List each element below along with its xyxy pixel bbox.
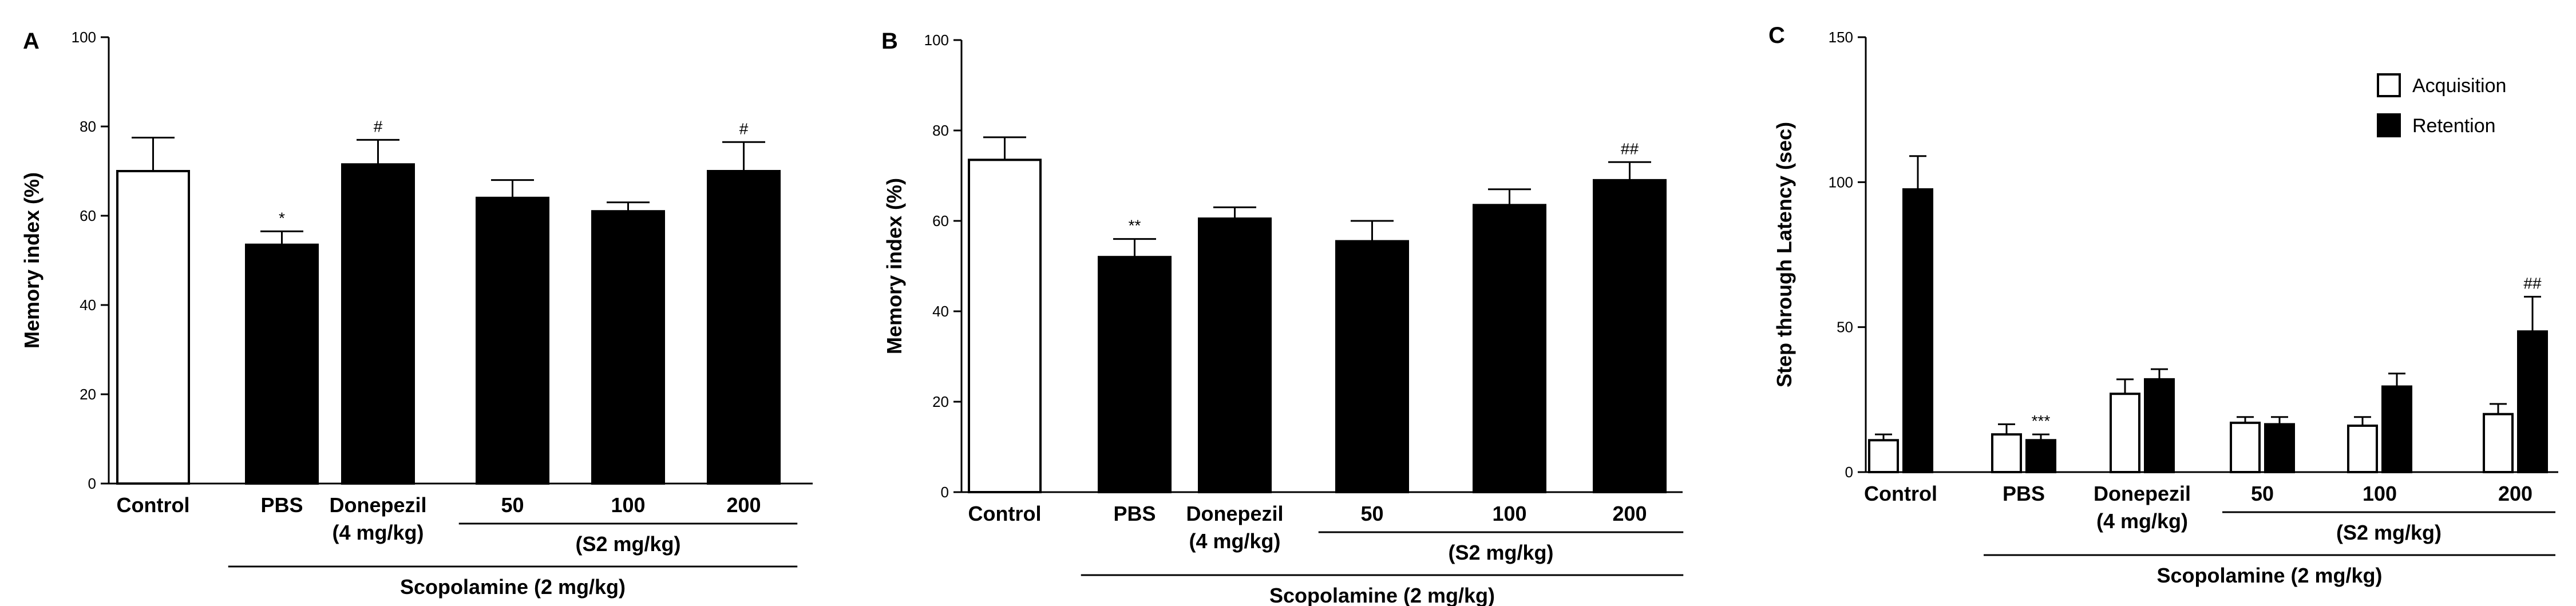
y-tick-label: 50 bbox=[1837, 319, 1853, 336]
bar bbox=[341, 163, 415, 485]
legend-swatch-retention bbox=[2377, 113, 2401, 137]
y-tick-label: 100 bbox=[72, 29, 96, 46]
y-tick-label: 60 bbox=[932, 212, 949, 229]
y-axis-label: Memory index (%) bbox=[883, 178, 906, 354]
significance-mark: # bbox=[374, 117, 383, 135]
legend-swatch-acquisition bbox=[2377, 73, 2401, 97]
bar-retention bbox=[2144, 378, 2175, 473]
bar-acquisition bbox=[1991, 433, 2022, 474]
bar-retention bbox=[2264, 423, 2295, 474]
category-label: Donepezil bbox=[1186, 502, 1283, 525]
panel-letter: A bbox=[23, 29, 39, 54]
significance-mark: ## bbox=[2523, 274, 2542, 292]
bar bbox=[1335, 240, 1409, 493]
y-tick-label: 0 bbox=[88, 475, 96, 492]
panel-letter: B bbox=[881, 29, 898, 54]
y-axis-label: Step through Latency (sec) bbox=[1772, 122, 1796, 387]
bar-retention bbox=[2517, 330, 2548, 473]
bar-retention bbox=[1902, 188, 1933, 473]
dose-label: (4 mg/kg) bbox=[1189, 529, 1280, 553]
category-label: Control bbox=[968, 502, 1042, 525]
y-tick-label: 40 bbox=[932, 303, 949, 320]
panel-letter: C bbox=[1768, 23, 1785, 48]
category-label: Control bbox=[1864, 482, 1937, 505]
legend-label-acquisition: Acquisition bbox=[2412, 75, 2506, 97]
bar bbox=[476, 196, 549, 485]
category-label: 100 bbox=[2363, 482, 2397, 505]
bar-retention bbox=[2381, 385, 2412, 473]
scopolamine-label: Scopolamine (2 mg/kg) bbox=[2156, 564, 2382, 587]
y-axis-label: Memory index (%) bbox=[20, 172, 43, 348]
bar bbox=[968, 159, 1042, 494]
bar bbox=[245, 243, 319, 485]
bar bbox=[1473, 204, 1546, 493]
category-label: Donepezil bbox=[2094, 482, 2191, 505]
y-tick-label: 60 bbox=[80, 207, 96, 224]
bar-acquisition bbox=[2230, 421, 2261, 473]
category-label: PBS bbox=[1113, 502, 1156, 525]
y-tick-label: 100 bbox=[1829, 173, 1853, 191]
category-label: PBS bbox=[260, 493, 303, 517]
category-label: 200 bbox=[2498, 482, 2533, 505]
y-tick-label: 20 bbox=[80, 386, 96, 403]
s2-group-label: (S2 mg/kg) bbox=[2336, 521, 2442, 544]
panel-c: C 0 50 100 150 Step through Latency (sec) *** #… bbox=[1768, 23, 2558, 587]
significance-mark: ## bbox=[1621, 140, 1639, 157]
category-label: 200 bbox=[1612, 502, 1647, 525]
y-tick-label: 150 bbox=[1829, 29, 1853, 46]
bar bbox=[116, 170, 190, 485]
panel-b: B 0 20 40 60 80 100 Memory index (%) ** ## Control… bbox=[881, 29, 1684, 606]
y-tick-label: 80 bbox=[80, 118, 96, 135]
bar-acquisition bbox=[2110, 393, 2140, 474]
significance-mark: *** bbox=[2032, 412, 2051, 430]
bar-acquisition bbox=[2483, 413, 2514, 474]
y-tick-label: 20 bbox=[932, 393, 949, 410]
y-tick-label: 0 bbox=[1845, 464, 1853, 481]
category-label: 200 bbox=[726, 493, 761, 517]
category-label: 50 bbox=[501, 493, 524, 517]
category-label: 100 bbox=[1492, 502, 1526, 525]
y-tick-label: 80 bbox=[932, 122, 949, 139]
panel-a: A 0 20 40 60 80 100 Memory index (%) * # # Control P… bbox=[20, 29, 813, 599]
y-tick-label: 0 bbox=[941, 484, 949, 501]
significance-mark: * bbox=[279, 209, 285, 227]
bar-acquisition bbox=[1868, 439, 1899, 473]
category-label: 50 bbox=[1360, 502, 1383, 525]
category-label: 50 bbox=[2251, 482, 2274, 505]
dose-label: (4 mg/kg) bbox=[332, 521, 424, 544]
scopolamine-label: Scopolamine (2 mg/kg) bbox=[400, 575, 626, 599]
bar bbox=[591, 210, 665, 485]
category-label: Control bbox=[117, 493, 190, 517]
category-label: PBS bbox=[2003, 482, 2045, 505]
bar bbox=[707, 170, 781, 485]
bar-retention bbox=[2025, 439, 2056, 473]
bar bbox=[1098, 256, 1172, 493]
bar bbox=[1593, 179, 1667, 493]
y-tick-label: 40 bbox=[80, 296, 96, 314]
category-label: 100 bbox=[611, 493, 645, 517]
significance-mark: ** bbox=[1129, 217, 1141, 235]
s2-group-label: (S2 mg/kg) bbox=[1448, 541, 1553, 564]
significance-mark: # bbox=[739, 120, 749, 137]
bar bbox=[1198, 217, 1272, 493]
scopolamine-label: Scopolamine (2 mg/kg) bbox=[1269, 584, 1495, 606]
s2-group-label: (S2 mg/kg) bbox=[575, 532, 680, 556]
bar-acquisition bbox=[2347, 424, 2378, 474]
legend-label-retention: Retention bbox=[2412, 115, 2496, 137]
category-label: Donepezil bbox=[329, 493, 426, 517]
y-tick-label: 100 bbox=[924, 31, 949, 49]
dose-label: (4 mg/kg) bbox=[2096, 509, 2188, 533]
